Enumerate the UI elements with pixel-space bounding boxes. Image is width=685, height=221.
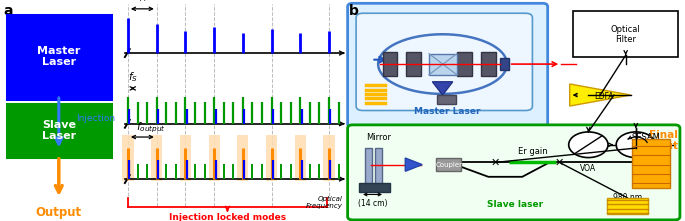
- Text: Master
Laser: Master Laser: [37, 46, 81, 67]
- Text: $f_M$: $f_M$: [136, 0, 148, 4]
- Bar: [607, 198, 648, 214]
- Text: Coupler: Coupler: [435, 162, 462, 168]
- Text: Slave laser: Slave laser: [488, 200, 543, 209]
- Bar: [632, 139, 670, 188]
- Text: Mirror: Mirror: [366, 133, 390, 142]
- FancyBboxPatch shape: [7, 104, 111, 157]
- Text: Er gain: Er gain: [518, 147, 547, 156]
- Polygon shape: [406, 158, 422, 171]
- FancyBboxPatch shape: [7, 15, 111, 99]
- FancyBboxPatch shape: [356, 13, 532, 110]
- Text: EDFA: EDFA: [594, 92, 613, 101]
- Text: VOA: VOA: [580, 164, 597, 173]
- Bar: [406, 52, 421, 76]
- Bar: [438, 95, 456, 104]
- Bar: [209, 135, 220, 181]
- Bar: [375, 148, 382, 186]
- Text: SESAM: SESAM: [632, 133, 660, 142]
- Bar: [180, 135, 191, 181]
- Bar: [295, 135, 306, 181]
- Text: Optical
Filter: Optical Filter: [611, 25, 640, 44]
- Bar: [151, 135, 162, 181]
- Text: $f_{output}$: $f_{output}$: [136, 120, 166, 135]
- Circle shape: [569, 132, 608, 158]
- Text: a: a: [3, 4, 13, 18]
- Bar: [436, 158, 461, 171]
- Text: Optical
Frequency: Optical Frequency: [306, 196, 342, 209]
- Bar: [323, 135, 334, 181]
- Text: Injection: Injection: [76, 114, 115, 123]
- Bar: [457, 52, 472, 76]
- Text: Slave
Laser: Slave Laser: [42, 120, 76, 141]
- Bar: [382, 52, 397, 76]
- Text: ✕: ✕: [555, 157, 564, 168]
- Text: b: b: [349, 4, 359, 18]
- Bar: [237, 135, 249, 181]
- FancyBboxPatch shape: [347, 3, 548, 127]
- Bar: [360, 183, 390, 192]
- FancyBboxPatch shape: [573, 11, 678, 57]
- Text: Final
Output: Final Output: [637, 130, 678, 151]
- FancyBboxPatch shape: [347, 125, 680, 220]
- Bar: [266, 135, 277, 181]
- Text: (14 cm): (14 cm): [358, 199, 387, 208]
- Text: $f_S$: $f_S$: [128, 70, 138, 84]
- Text: Master Laser: Master Laser: [414, 107, 481, 116]
- Text: 980 nm
Pump LD: 980 nm Pump LD: [610, 193, 645, 212]
- Bar: [481, 52, 496, 76]
- Circle shape: [616, 132, 656, 158]
- Polygon shape: [570, 84, 631, 106]
- Bar: [364, 148, 372, 186]
- Bar: [429, 54, 457, 75]
- Bar: [500, 58, 509, 70]
- Text: ✕: ✕: [490, 157, 500, 168]
- Text: Output: Output: [36, 206, 82, 219]
- Bar: [123, 135, 134, 181]
- Text: Injection locked modes: Injection locked modes: [169, 213, 286, 221]
- Polygon shape: [432, 82, 453, 95]
